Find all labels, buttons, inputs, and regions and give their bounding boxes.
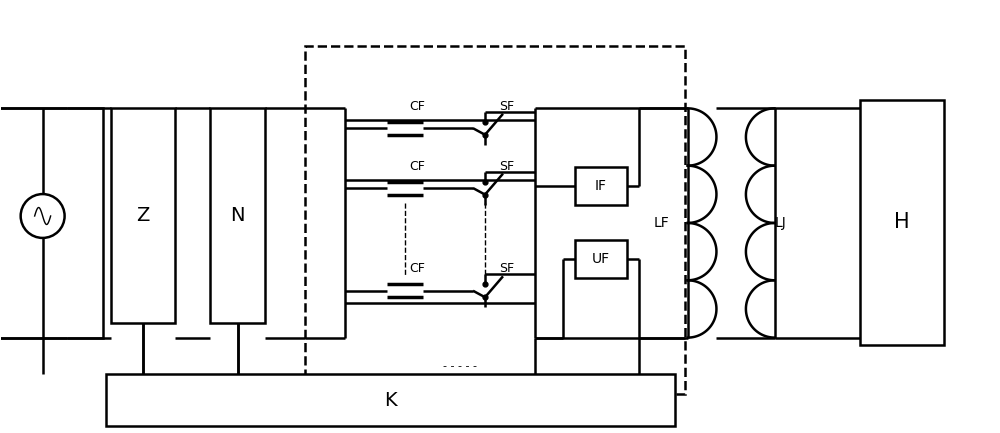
Text: SF: SF <box>499 100 515 113</box>
Text: Z: Z <box>136 206 150 225</box>
Bar <box>210 108 265 323</box>
Bar <box>106 375 675 427</box>
Bar <box>860 100 944 345</box>
Text: SF: SF <box>499 262 515 275</box>
Bar <box>305 45 685 394</box>
Text: LF: LF <box>654 216 670 230</box>
Bar <box>111 108 175 323</box>
Text: LJ: LJ <box>775 216 786 230</box>
Text: CF: CF <box>409 262 425 275</box>
Text: - - - - -: - - - - - <box>443 361 477 371</box>
Text: H: H <box>894 213 910 233</box>
Text: CF: CF <box>409 160 425 173</box>
Bar <box>575 167 627 205</box>
Text: SF: SF <box>499 160 515 173</box>
Bar <box>575 240 627 278</box>
Bar <box>0 108 103 338</box>
Text: CF: CF <box>409 100 425 113</box>
Text: UF: UF <box>592 252 610 266</box>
Text: IF: IF <box>595 179 607 193</box>
Text: N: N <box>231 206 245 225</box>
Text: K: K <box>384 391 396 410</box>
